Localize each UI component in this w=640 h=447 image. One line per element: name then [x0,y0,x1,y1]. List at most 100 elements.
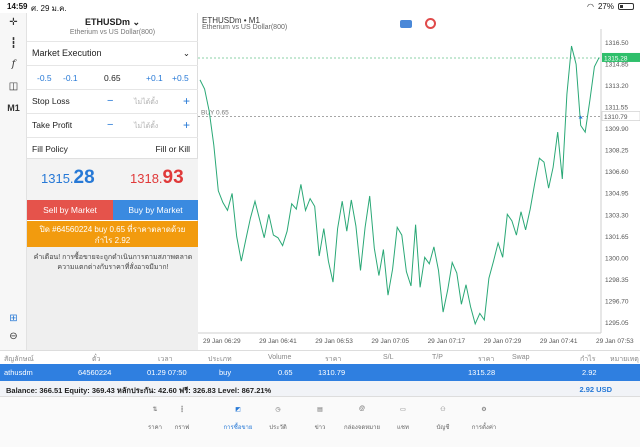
nav-charts[interactable]: ┇ กราฟ [162,406,202,432]
nav-quotes[interactable]: ⇅ ราคา [135,406,175,432]
symbol-header[interactable]: ETHUSDm ⌄ Etherium vs US Dollar(800) [27,13,198,40]
entry-price-tag-label: 1310.79 [604,114,628,121]
col-ticket: ตั๋ว [92,356,101,363]
at-icon: @ [358,406,366,412]
crosshair-icon[interactable]: ✛ [9,17,18,28]
col-type: ประเภท [208,356,232,363]
chevron-down-icon: ⌄ [182,48,190,58]
y-tick-label: 1304.95 [605,191,629,198]
col-swap: Swap [512,354,530,361]
y-tick-label: 1309.90 [605,126,629,133]
stop-loss-value[interactable]: ไม่ได้ตั้ง [134,99,159,106]
y-tick-label: 1306.60 [605,169,629,176]
x-tick-label: 29 Jan 07:29 [484,338,522,345]
symbol-name: ETHUSDm [84,17,130,27]
panel-background [27,247,198,350]
execution-label: Market Execution [32,48,102,58]
price-series-line [199,45,600,326]
col-symbol: สัญลักษณ์ [4,356,34,363]
y-tick-label: 1296.70 [605,298,629,305]
nav-account[interactable]: ⚇ บัญชี [423,406,463,432]
balance-text: Balance: 366.51 Equity: 369.43 หลักประกั… [6,386,272,395]
positions-header: สัญลักษณ์ ตั๋ว เวลา ประเภท Volume ราคา S… [0,350,640,364]
volume-minus-0.1[interactable]: -0.1 [63,73,78,83]
history-icon: ◷ [275,407,281,413]
nav-charts-label: กราฟ [174,425,190,431]
stop-loss-minus[interactable]: − [107,95,114,107]
volume-plus-0.5[interactable]: +0.5 [172,73,189,83]
candles-icon[interactable]: ┇ [10,38,17,49]
nav-settings[interactable]: ⚙ การตั้งค่า [464,406,504,432]
table-row[interactable]: athusdm 64560224 01.29 07:50 buy 0.65 13… [0,364,640,381]
timeframe-button[interactable]: M1 [7,103,20,113]
position-label: BUY 0.65 [201,110,229,117]
fill-policy-label: Fill Policy [32,144,68,154]
nav-quotes-label: ราคา [148,425,162,431]
battery-percent: 27% [597,2,614,11]
order-panel: ETHUSDm ⌄ Etherium vs US Dollar(800) Mar… [27,13,198,350]
price-chart[interactable]: ETHUSDm • M1 Etherium vs US Dollar(800) … [198,13,640,350]
objects-icon[interactable]: ◫ [8,81,19,92]
nav-mailbox[interactable]: @ กล่องจดหมาย [342,406,382,432]
sell-by-market-button[interactable]: Sell by Market [27,200,113,220]
row-ticket: 64560224 [78,368,112,377]
x-tick-label: 29 Jan 06:53 [315,338,353,345]
new-order-icon[interactable]: ⊞ [9,313,18,324]
x-tick-label: 29 Jan 07:17 [428,338,466,345]
buy-by-market-button[interactable]: Buy by Market [113,200,198,220]
x-tick-label: 29 Jan 07:05 [371,338,409,345]
y-tick-label: 1311.55 [605,105,628,112]
chart-description: Etherium vs US Dollar(800) [202,24,288,31]
x-tick-label: 29 Jan 06:41 [259,338,297,345]
nav-mailbox-label: กล่องจดหมาย [343,425,381,431]
bid-price-tag [602,52,640,62]
fill-policy-row[interactable]: Fill Policy Fill or Kill [27,137,198,158]
take-profit-value[interactable]: ไม่ได้ตั้ง [134,123,159,130]
y-tick-label: 1303.30 [605,212,629,219]
take-profit-plus[interactable]: + [183,118,191,132]
account-summary: Balance: 366.51 Equity: 369.43 หลักประกั… [0,381,640,397]
nav-news[interactable]: ▤ ข่าว [300,406,340,432]
stop-loss-plus[interactable]: + [183,94,191,108]
bid-price-tag-label: 1315.28 [604,55,628,62]
volume-plus-0.1[interactable]: +0.1 [146,73,163,83]
stop-loss-label: Stop Loss [32,96,70,106]
volume-stepper: -0.5 -0.1 0.65 +0.1 +0.5 [27,65,198,89]
volume-minus-0.5[interactable]: -0.5 [37,73,52,83]
one-click-trading-icon[interactable] [400,20,412,28]
take-profit-minus[interactable]: − [107,119,114,131]
nav-history-label: ประวัติ [269,425,287,431]
signal-icon[interactable] [425,18,436,29]
y-tick-label: 1314.85 [605,62,629,69]
take-profit-label: Take Profit [32,120,73,130]
close-position-button[interactable]: ปิด #64560224 buy 0.65 ที่ราคาตลาดด้วย ก… [27,221,198,247]
row-time: 01.29 07:50 [147,368,187,377]
col-price: ราคา [325,356,342,363]
indicators-icon[interactable]: f [11,59,16,70]
row-profit: 2.92 [582,368,597,377]
nav-chat[interactable]: ▭ แชท [383,406,423,432]
close-position-line1: ปิด #64560224 buy 0.65 ที่ราคาตลาดด้วย [39,225,186,234]
chart-tools-bar: ✛ ┇ f ◫ M1 ⊖ ⊞ [0,13,27,350]
volume-value[interactable]: 0.65 [104,73,121,83]
nav-history[interactable]: ◷ ประวัติ [258,406,298,432]
y-tick-label: 1301.65 [605,234,629,241]
row-volume: 0.65 [278,368,293,377]
zoom-icon[interactable]: ⊖ [9,331,18,342]
col-sl: S/L [383,354,394,361]
status-time: 14:59 [7,2,28,11]
chart-symbol: ETHUSDm • M1 [202,16,260,25]
buy-entry-marker [578,115,583,119]
y-tick-label: 1308.25 [605,148,629,155]
symbol-description: Etherium vs US Dollar(800) [69,29,156,36]
row-symbol: athusdm [4,368,33,377]
chevron-down-icon: ⌄ [132,17,141,27]
nav-news-label: ข่าว [314,425,326,431]
arrows-updown-icon: ⇅ [152,407,158,413]
nav-trade[interactable]: ◩ การซื้อขาย [218,406,258,432]
bottom-nav: ⇅ ราคา ┇ กราฟ ◩ การซื้อขาย ◷ ประวัติ ▤ ข่าว @… [0,397,640,447]
ask-price: 1318.93 [130,167,184,188]
execution-select[interactable]: Market Execution ⌄ [27,41,198,65]
gear-icon: ⚙ [481,407,487,413]
row-price: 1310.79 [318,368,346,377]
